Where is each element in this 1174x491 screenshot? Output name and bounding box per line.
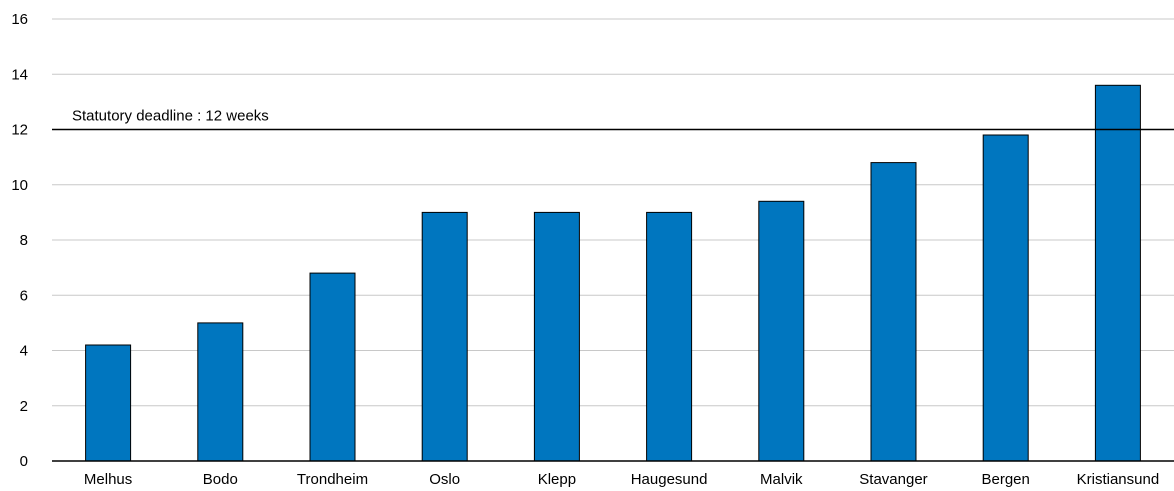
statutory-deadline-label: Statutory deadline : 12 weeks	[72, 108, 269, 125]
x-tick-label: Bergen	[982, 471, 1030, 488]
y-tick-label: 2	[20, 398, 28, 415]
bar-trondheim	[309, 272, 356, 462]
bar-melhus	[85, 344, 132, 462]
x-tick-label: Melhus	[84, 471, 132, 488]
bar-bergen	[982, 134, 1029, 462]
x-tick-label: Haugesund	[631, 471, 708, 488]
x-tick-label: Stavanger	[859, 471, 927, 488]
y-tick-label: 16	[11, 11, 28, 28]
y-tick-label: 8	[20, 232, 28, 249]
bars	[85, 84, 1141, 462]
x-tick-label: Klepp	[538, 471, 576, 488]
bar-malvik	[758, 200, 805, 462]
x-tick-label: Malvik	[760, 471, 803, 488]
y-tick-labels: 0 2 4 6 8 10 12 14 16	[11, 11, 28, 470]
bar-kristiansund	[1094, 84, 1141, 462]
bar-oslo	[421, 211, 468, 462]
y-tick-label: 0	[20, 453, 28, 470]
bar-haugesund	[646, 211, 693, 462]
reference-line-group: Statutory deadline : 12 weeks	[52, 108, 1174, 131]
y-tick-label: 10	[11, 177, 28, 194]
x-tick-label: Kristiansund	[1077, 471, 1160, 488]
bar-klepp	[533, 211, 580, 462]
bar-bodo	[197, 322, 244, 462]
x-tick-label: Trondheim	[297, 471, 368, 488]
y-tick-label: 4	[20, 343, 28, 360]
y-tick-label: 12	[11, 122, 28, 139]
y-tick-label: 6	[20, 287, 28, 304]
bar-stavanger	[870, 162, 917, 462]
x-tick-label: Bodo	[203, 471, 238, 488]
x-tick-labels: Melhus Bodo Trondheim Oslo Klepp Haugesund Mal…	[84, 471, 1159, 488]
y-tick-label: 14	[11, 66, 28, 83]
x-tick-label: Oslo	[429, 471, 460, 488]
